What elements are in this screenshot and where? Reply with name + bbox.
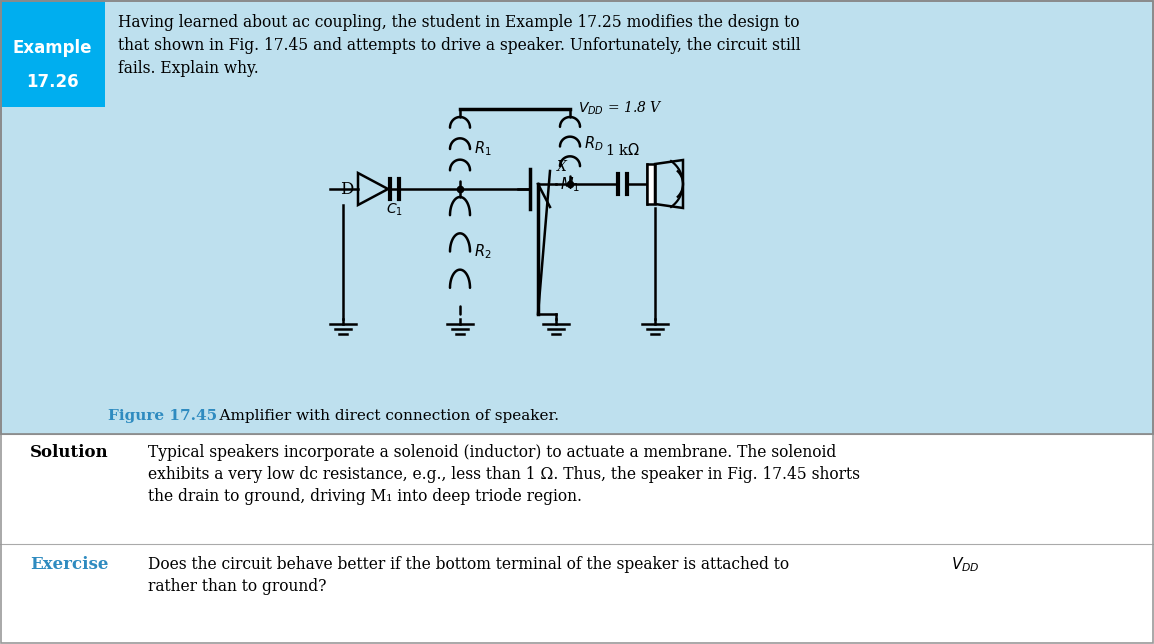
Bar [0, 0, 1154, 434]
Text: $R_1$: $R_1$ [474, 140, 492, 158]
Bar [647, 164, 655, 204]
Text: X: X [557, 160, 567, 174]
Bar [1, 1, 1153, 434]
Text: that shown in Fig. 17.45 and attempts to drive a speaker. Unfortunately, the cir: that shown in Fig. 17.45 and attempts to… [118, 37, 801, 54]
Text: 17.26: 17.26 [25, 73, 78, 91]
Text: the drain to ground, driving M₁ into deep triode region.: the drain to ground, driving M₁ into dee… [148, 488, 582, 505]
Text: Exercise: Exercise [30, 556, 108, 573]
Text: Amplifier with direct connection of speaker.: Amplifier with direct connection of spea… [200, 409, 559, 423]
Text: Example: Example [13, 39, 92, 57]
Text: $R_2$: $R_2$ [474, 242, 492, 261]
Text: rather than to ground?: rather than to ground? [148, 578, 327, 595]
Text: Does the circuit behave better if the bottom terminal of the speaker is attached: Does the circuit behave better if the bo… [148, 556, 794, 573]
Text: $V_{DD}$: $V_{DD}$ [951, 555, 980, 574]
Text: exhibits a very low dc resistance, e.g., less than 1 Ω. Thus, the speaker in Fig: exhibits a very low dc resistance, e.g.,… [148, 466, 860, 483]
Text: $R_D$: $R_D$ [584, 134, 604, 153]
Bar [0, 0, 105, 107]
Text: Typical speakers incorporate a solenoid (inductor) to actuate a membrane. The so: Typical speakers incorporate a solenoid … [148, 444, 837, 461]
Text: $V_{DD}$ = 1.8 V: $V_{DD}$ = 1.8 V [578, 99, 662, 117]
Text: Having learned about ac coupling, the student in Example 17.25 modifies the desi: Having learned about ac coupling, the st… [118, 14, 800, 31]
Text: fails. Explain why.: fails. Explain why. [118, 60, 258, 77]
Text: Figure 17.45: Figure 17.45 [108, 409, 217, 423]
Text: $C_1$: $C_1$ [387, 202, 403, 218]
Text: Solution: Solution [30, 444, 108, 461]
Text: $M_1$: $M_1$ [560, 176, 580, 194]
Text: 1 k$\Omega$: 1 k$\Omega$ [605, 142, 640, 158]
Text: D: D [339, 180, 353, 198]
